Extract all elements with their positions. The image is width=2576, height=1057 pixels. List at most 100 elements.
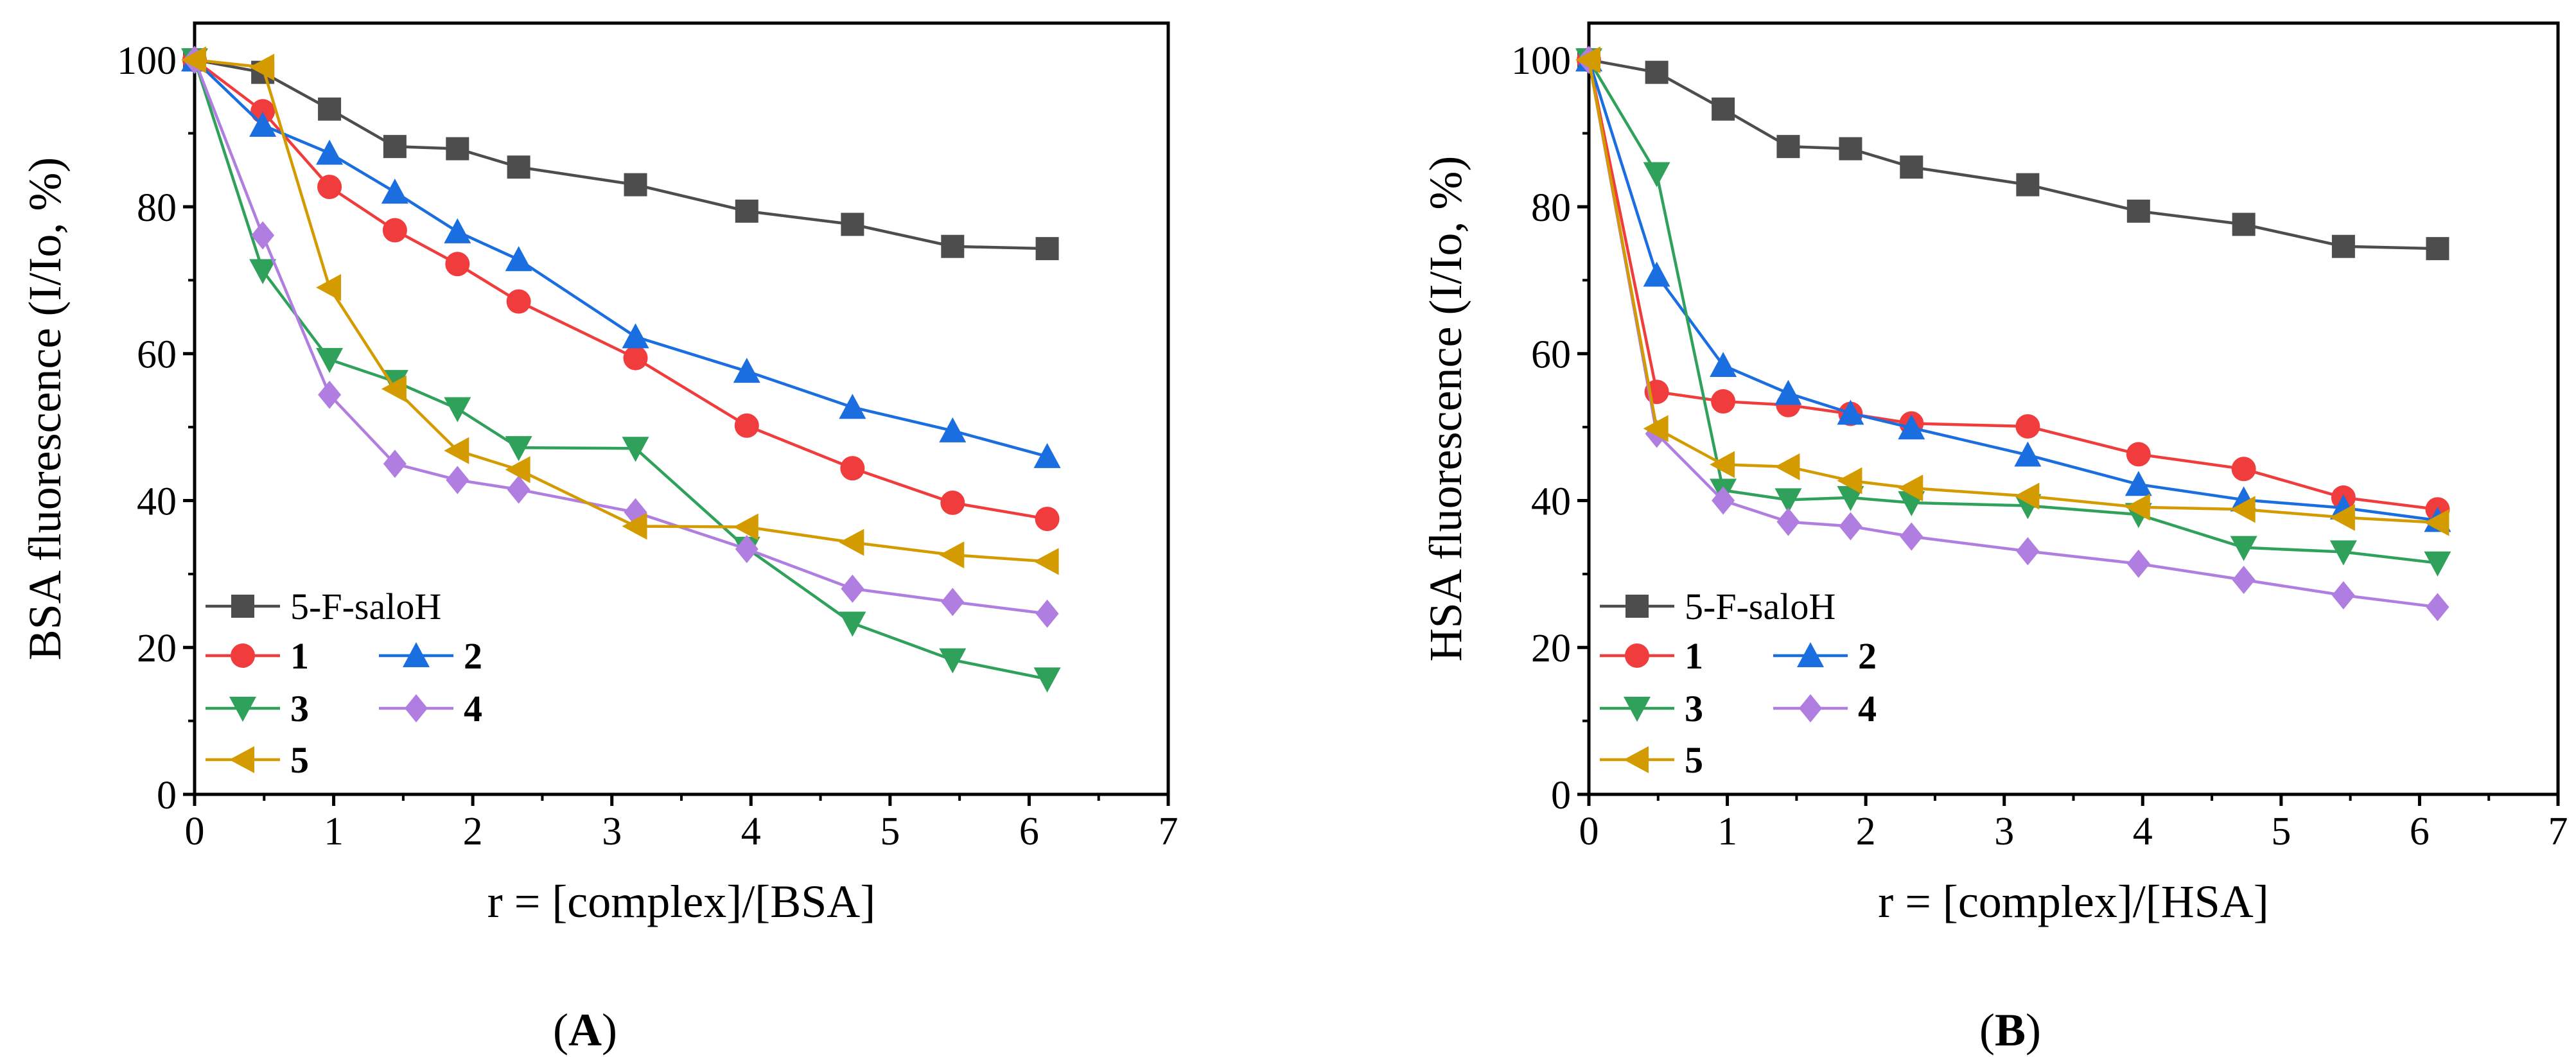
data-point (2231, 457, 2256, 482)
y-axis-title: HSA fluorescence (I/Io, %) (1420, 156, 1471, 662)
data-point (381, 179, 408, 204)
data-point (1774, 453, 1800, 480)
data-point (939, 648, 967, 674)
data-point (249, 53, 275, 81)
legend-label: 5 (1685, 739, 1703, 781)
legend-marker (1624, 697, 1651, 722)
plot-frame (193, 21, 1170, 796)
data-point (622, 512, 647, 540)
legend-label: 4 (464, 688, 482, 729)
data-point (1839, 137, 1862, 161)
x-axis-title: r = [complex]/[HSA] (1878, 876, 2268, 927)
chart-panel-B: 0 1 2 3 4 5 6 7 0 20 40 60 80 100 r = [complex]/[HSA] H… (1420, 21, 2568, 1056)
data-point (2126, 442, 2151, 467)
data-point (2014, 441, 2042, 467)
legend-marker (1799, 694, 1822, 722)
data-point (1839, 512, 1862, 541)
data-point (2125, 493, 2150, 521)
data-point (507, 155, 530, 179)
data-point (1035, 507, 1060, 532)
data-point (2126, 549, 2150, 578)
x-tick-label: 7 (2548, 810, 2568, 853)
data-point (505, 456, 530, 484)
legend-label: 5-F-saloH (1685, 586, 1836, 627)
data-point (1575, 46, 1600, 74)
legend-item-5: 5 (1600, 739, 1703, 781)
legend-marker (229, 746, 254, 773)
data-point (1035, 599, 1059, 628)
y-tick-label: 60 (137, 333, 177, 377)
x-tick-label: 1 (1717, 810, 1737, 853)
data-point (841, 574, 864, 603)
x-tick-label: 2 (1856, 810, 1876, 853)
data-point (316, 274, 342, 301)
legend-marker (1625, 643, 1649, 668)
data-point (181, 46, 206, 74)
data-point (2016, 173, 2040, 197)
x-tick-label: 4 (741, 810, 761, 853)
legend-item-1: 1 (206, 635, 309, 677)
legend-item-2: 2 (379, 635, 482, 677)
y-tick-label: 40 (137, 480, 177, 523)
data-point (623, 345, 648, 371)
data-point (839, 611, 866, 637)
y-tick-label: 100 (1511, 39, 1571, 83)
data-point (2424, 509, 2449, 536)
data-point (2015, 414, 2040, 439)
data-point (1837, 467, 1862, 494)
data-point (1776, 135, 1800, 159)
data-point (2424, 551, 2451, 577)
data-point (2232, 566, 2256, 595)
data-point (2230, 536, 2257, 561)
data-point (1774, 488, 1802, 514)
data-point (940, 490, 965, 515)
legend-item-2: 2 (1773, 635, 1877, 677)
legend-item-4: 4 (379, 688, 482, 729)
data-point (735, 534, 758, 563)
y-tick-label: 20 (137, 627, 177, 670)
data-point (1643, 261, 1670, 287)
data-point (2014, 482, 2040, 510)
data-point (1837, 399, 1864, 425)
data-point (939, 417, 967, 442)
data-point (735, 199, 758, 223)
data-point (622, 437, 649, 462)
data-point (507, 475, 530, 504)
legend-label: 3 (1685, 688, 1703, 729)
y-tick-label: 40 (1531, 480, 1571, 523)
data-point (316, 347, 344, 373)
data-point (2331, 581, 2355, 610)
data-point (318, 97, 342, 121)
x-tick-label: 5 (2271, 810, 2291, 853)
y-tick-label: 80 (137, 186, 177, 230)
y-tick-label: 100 (117, 39, 177, 83)
data-point (2125, 471, 2152, 496)
series-3 (1575, 48, 2451, 577)
x-tick-label: 3 (602, 810, 622, 853)
legend-label: 3 (290, 688, 309, 729)
data-point (1710, 451, 1735, 478)
x-tick-label: 0 (185, 810, 205, 853)
legend-item-5-F-saloH: 5-F-saloH (1600, 586, 1836, 627)
data-point (2426, 593, 2449, 622)
data-point (734, 413, 759, 438)
y-tick-label: 60 (1531, 333, 1571, 377)
y-tick-label: 80 (1531, 186, 1571, 230)
y-tick-label: 20 (1531, 627, 1571, 670)
data-point (381, 375, 407, 403)
y-tick-label: 0 (1551, 774, 1571, 817)
series-5-F-saloH (183, 48, 1059, 261)
chart-panel-A: 0 1 2 3 4 5 6 7 0 20 40 60 80 100 r = [complex]/[BSA] B… (19, 21, 1178, 1056)
series-line (193, 59, 1047, 615)
series-line (194, 58, 1047, 563)
legend-item-5: 5 (206, 739, 309, 781)
data-point (1774, 380, 1802, 405)
x-tick-label: 1 (324, 810, 344, 853)
legend-marker (1624, 746, 1649, 773)
data-point (622, 323, 649, 349)
data-point (249, 259, 277, 284)
data-point (2426, 237, 2449, 261)
data-point (1898, 414, 1925, 440)
y-axis-title: BSA fluorescence (I/Io, %) (19, 157, 71, 661)
